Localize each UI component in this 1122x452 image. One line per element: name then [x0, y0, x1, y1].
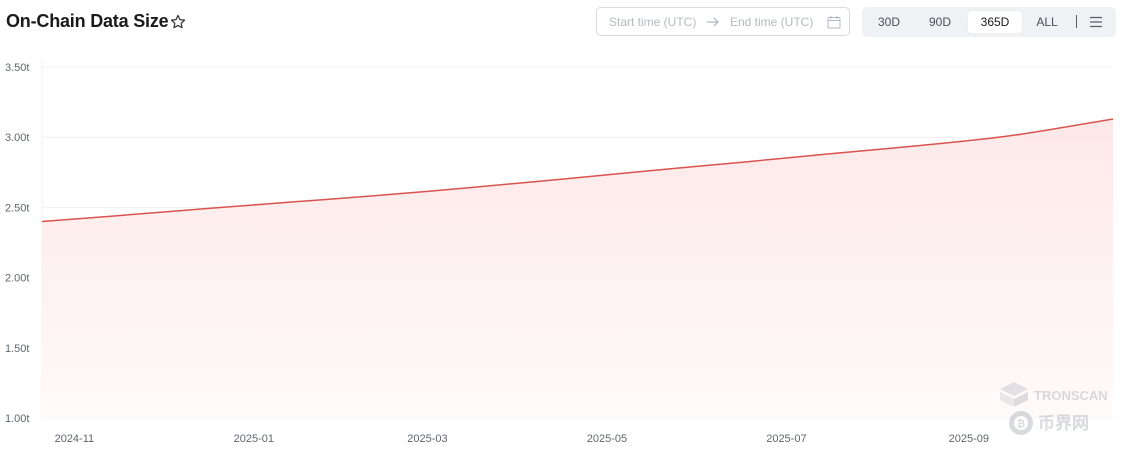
y-tick-label: 2.00t: [5, 273, 29, 285]
range-30d-button[interactable]: 30D: [877, 15, 900, 29]
page-title: On-Chain Data Size: [6, 11, 169, 31]
series-line: [41, 118, 1114, 223]
end-time-input[interactable]: End time (UTC): [730, 15, 814, 29]
bijie-logo: ₿ 币界网: [1009, 411, 1089, 435]
start-time-input[interactable]: Start time (UTC): [609, 15, 697, 29]
range-divider: [1076, 15, 1077, 28]
date-range-picker[interactable]: Start time (UTC) End time (UTC): [596, 7, 850, 36]
range-365d-button[interactable]: 365D: [968, 11, 1022, 33]
x-tick-label: 2025-01: [234, 433, 274, 445]
svg-text:₿: ₿: [1017, 418, 1025, 430]
x-tick-label: 2025-05: [587, 433, 627, 445]
y-tick-label: 1.50t: [5, 343, 29, 355]
x-tick-label: 2024-11: [55, 433, 95, 445]
chart-header: On-Chain Data Size Start time (UTC) End …: [0, 0, 1122, 46]
tronscan-logo: TRONSCAN: [1000, 382, 1108, 407]
tronscan-watermark: TRONSCAN: [1034, 388, 1108, 403]
star-icon[interactable]: [169, 13, 187, 31]
bijie-watermark: 币界网: [1038, 414, 1089, 433]
y-tick-label: 3.00t: [5, 132, 29, 144]
y-tick-label: 1.00t: [5, 413, 29, 425]
y-tick-label: 2.50t: [5, 202, 29, 214]
x-tick-label: 2025-03: [407, 433, 447, 445]
y-tick-label: 3.50t: [5, 62, 29, 74]
range-all-button[interactable]: ALL: [1036, 15, 1058, 29]
x-tick-label: 2025-09: [949, 433, 989, 445]
chart-area: 1.00t 1.50t 2.00t 2.50t 3.00t 3.50t 2024-11 202…: [5, 59, 1114, 445]
hamburger-menu-icon[interactable]: [1089, 15, 1103, 29]
arrow-right-icon: [707, 17, 719, 27]
x-tick-label: 2025-07: [766, 433, 806, 445]
calendar-icon: [827, 16, 841, 29]
range-selector: 30D 90D 365D ALL: [862, 7, 1116, 37]
range-90d-button[interactable]: 90D: [928, 15, 951, 29]
series-area-fill: [42, 118, 1113, 418]
